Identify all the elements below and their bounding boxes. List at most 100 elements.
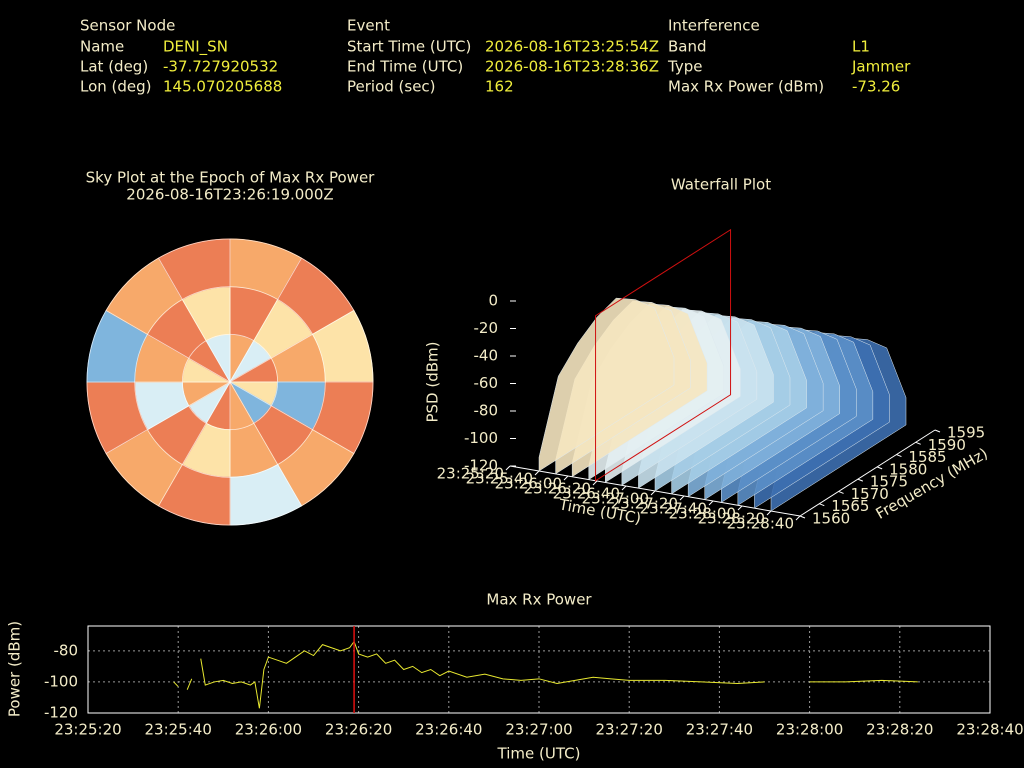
power-line bbox=[200, 640, 765, 709]
y-tick-label: 1560 bbox=[812, 510, 850, 528]
header-value: Jammer bbox=[851, 58, 911, 76]
y-tick-label: 1590 bbox=[928, 436, 966, 454]
header-value: 145.070205688 bbox=[163, 78, 282, 96]
header-label: Lon (deg) bbox=[80, 78, 152, 96]
x-tick-label: 23:26:20 bbox=[524, 480, 591, 498]
header-label: Type bbox=[667, 58, 702, 76]
x-tick-label: 23:26:40 bbox=[415, 721, 482, 739]
sky-spoke bbox=[158, 257, 231, 383]
x-tick-label: 23:28:20 bbox=[866, 721, 933, 739]
power-line bbox=[809, 679, 918, 683]
y-tick bbox=[915, 441, 921, 445]
chart-subtitle: 2026-08-16T23:26:19.000Z bbox=[126, 186, 333, 204]
x-tick bbox=[679, 495, 685, 501]
header-value: 2026-08-16T23:28:36Z bbox=[485, 58, 659, 76]
sky-spoke bbox=[229, 310, 355, 383]
y-tick-label: 1575 bbox=[870, 473, 908, 491]
header-value: -37.727920532 bbox=[163, 58, 278, 76]
y-tick-label: 1565 bbox=[831, 497, 869, 515]
x-tick bbox=[592, 480, 598, 486]
header-title: Sensor Node bbox=[80, 17, 175, 35]
z-tick-label: -100 bbox=[464, 429, 498, 447]
chart-title: Max Rx Power bbox=[486, 591, 592, 609]
header-value: -73.26 bbox=[852, 78, 900, 96]
x-tick bbox=[621, 485, 627, 491]
x-tick bbox=[505, 465, 511, 471]
chart-title: Sky Plot at the Epoch of Max Rx Power bbox=[86, 169, 376, 187]
y-tick bbox=[819, 503, 825, 507]
z-tick-label: -120 bbox=[464, 457, 498, 475]
y-tick-label: -100 bbox=[44, 672, 78, 690]
x-tick bbox=[795, 515, 801, 521]
z-tick-label: -20 bbox=[474, 319, 499, 337]
x-axis-label: Time (UTC) bbox=[497, 745, 581, 763]
y-tick-label: -120 bbox=[44, 704, 78, 722]
x-tick bbox=[650, 490, 656, 496]
sky-spoke bbox=[229, 381, 355, 454]
x-tick-label: 23:27:20 bbox=[596, 721, 663, 739]
header-value: 162 bbox=[485, 78, 514, 96]
header-value: L1 bbox=[852, 38, 870, 56]
y-tick bbox=[876, 466, 883, 470]
header-label: End Time (UTC) bbox=[347, 58, 463, 76]
x-tick-label: 23:27:00 bbox=[505, 721, 572, 739]
x-tick-label: 23:28:20 bbox=[698, 510, 765, 528]
y-axis-label: Power (dBm) bbox=[6, 621, 24, 717]
x-tick-label: 23:27:40 bbox=[640, 500, 707, 518]
x-tick bbox=[737, 505, 743, 511]
z-tick-label: -80 bbox=[474, 402, 499, 420]
sky-spoke bbox=[105, 310, 231, 383]
header-label: Start Time (UTC) bbox=[347, 38, 471, 56]
sky-spoke bbox=[105, 381, 231, 454]
y-tick bbox=[838, 490, 844, 494]
x-tick-label: 23:26:00 bbox=[495, 475, 562, 493]
header-title: Event bbox=[347, 17, 390, 35]
x-tick-label: 23:28:40 bbox=[956, 721, 1023, 739]
x-tick-label: 23:28:00 bbox=[669, 505, 736, 523]
z-axis-label: PSD (dBm) bbox=[424, 341, 442, 422]
x-tick-label: 23:25:20 bbox=[54, 721, 121, 739]
y-tick-label: -80 bbox=[54, 641, 79, 659]
x-tick-label: 23:27:40 bbox=[686, 721, 753, 739]
header-value: 2026-08-16T23:25:54Z bbox=[485, 38, 659, 56]
header-title: Interference bbox=[668, 17, 760, 35]
x-tick-label: 23:26:40 bbox=[553, 485, 620, 503]
y-tick-label: 1595 bbox=[947, 424, 985, 442]
x-tick-label: 23:26:20 bbox=[325, 721, 392, 739]
x-tick-label: 23:28:00 bbox=[776, 721, 843, 739]
x-tick bbox=[534, 470, 540, 476]
y-tick bbox=[934, 429, 941, 433]
z-tick-label: -60 bbox=[474, 374, 499, 392]
x-tick bbox=[563, 475, 569, 481]
header-label: Lat (deg) bbox=[80, 58, 148, 76]
y-tick bbox=[799, 515, 806, 519]
sky-spoke bbox=[158, 381, 231, 507]
x-tick-label: 23:28:40 bbox=[727, 515, 794, 533]
header-label: Max Rx Power (dBm) bbox=[668, 78, 824, 96]
epoch-plane bbox=[595, 228, 732, 482]
power-line bbox=[173, 681, 179, 687]
sky-spoke bbox=[229, 381, 302, 507]
x-tick-label: 23:25:40 bbox=[145, 721, 212, 739]
psd-ridge bbox=[538, 297, 675, 472]
power-line bbox=[186, 678, 193, 690]
z-tick-label: 0 bbox=[488, 292, 498, 310]
y-tick-label: 1570 bbox=[851, 485, 889, 503]
chart-title: Waterfall Plot bbox=[671, 176, 771, 194]
x-tick bbox=[708, 500, 714, 506]
plot-frame bbox=[87, 625, 991, 714]
header-label: Period (sec) bbox=[347, 78, 436, 96]
sky-spoke bbox=[229, 257, 302, 383]
y-tick-label: 1580 bbox=[889, 460, 927, 478]
z-tick-label: -40 bbox=[474, 347, 499, 365]
x-tick bbox=[766, 510, 772, 516]
header-label: Name bbox=[80, 38, 124, 56]
y-tick bbox=[896, 454, 902, 458]
y-tick bbox=[857, 478, 864, 482]
y-tick-label: 1585 bbox=[908, 448, 946, 466]
x-tick-label: 23:27:20 bbox=[611, 495, 678, 513]
x-tick-label: 23:27:00 bbox=[582, 490, 649, 508]
x-tick-label: 23:25:20 bbox=[437, 465, 504, 483]
header-value: DENI_SN bbox=[163, 38, 228, 57]
